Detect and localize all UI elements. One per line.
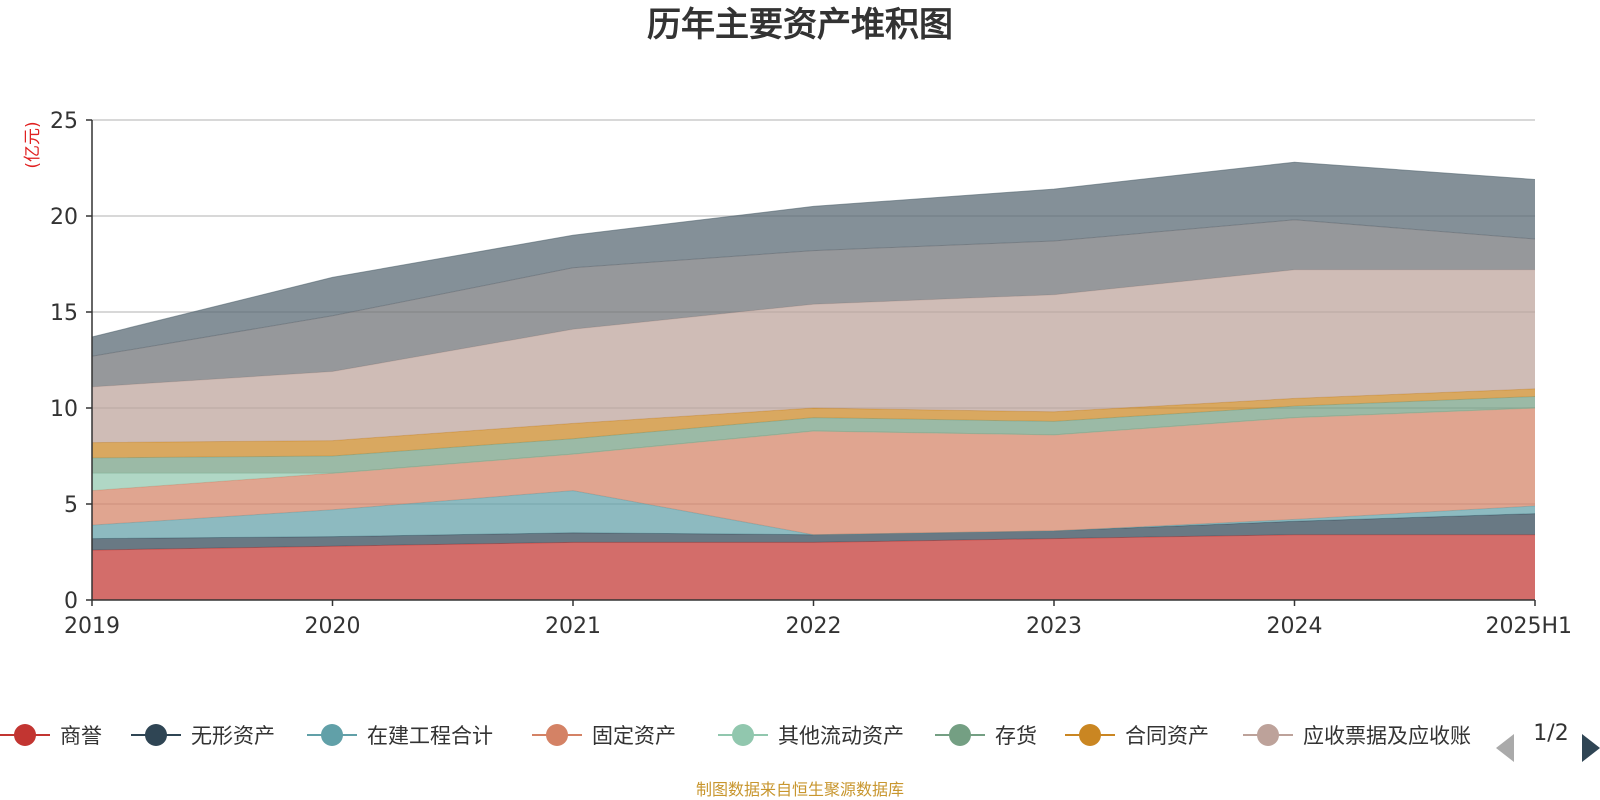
area-series-0	[92, 534, 1535, 600]
x-tick-labels: 2019 2020 2021 2022 2023 2024 2025H1	[64, 614, 1572, 639]
area-series-9	[92, 162, 1535, 357]
data-source-note: 制图数据来自恒生聚源数据库	[696, 780, 904, 799]
area-series-2	[92, 490, 1535, 539]
x-tick-label: 2025H1	[1485, 614, 1572, 639]
legend-label: 应收票据及应收账	[1303, 724, 1471, 748]
legend-label: 固定资产	[592, 724, 676, 748]
area-series-6	[92, 388, 1535, 458]
legend-label: 合同资产	[1125, 724, 1209, 748]
legend-item[interactable]: 商誉	[0, 724, 102, 748]
x-tick-label: 2022	[786, 614, 842, 639]
legend-marker	[321, 724, 343, 746]
legend-label: 在建工程合计	[367, 724, 493, 748]
y-tick-label: 10	[50, 397, 78, 422]
area-series	[91, 161, 1536, 600]
chart-title: 历年主要资产堆积图	[647, 5, 953, 45]
legend-label: 商誉	[60, 724, 102, 748]
legend-item[interactable]: 固定资产	[532, 724, 676, 748]
legend-label: 其他流动资产	[778, 724, 904, 748]
legend-marker	[1257, 724, 1279, 746]
x-tick-label: 2020	[305, 614, 361, 639]
x-tick-label: 2021	[545, 614, 601, 639]
x-tick-label: 2023	[1026, 614, 1082, 639]
legend-prev-icon[interactable]	[1496, 734, 1514, 762]
legend-item[interactable]: 在建工程合计	[307, 724, 493, 748]
legend-item[interactable]: 合同资产	[1065, 724, 1209, 748]
area-series-8	[92, 219, 1535, 387]
area-series-3	[92, 408, 1535, 535]
x-tick-label: 2024	[1267, 614, 1323, 639]
legend-marker	[14, 724, 36, 746]
legend-item[interactable]: 应收票据及应收账	[1243, 724, 1471, 748]
y-axis-unit: (亿元)	[23, 121, 43, 168]
legend-marker	[949, 724, 971, 746]
y-tick-label: 25	[50, 109, 78, 134]
x-tick-label: 2019	[64, 614, 120, 639]
y-tick-label: 20	[50, 205, 78, 230]
y-tick-label: 15	[50, 301, 78, 326]
legend-marker	[1079, 724, 1101, 746]
legend-label: 存货	[995, 724, 1037, 748]
area-series-5	[92, 396, 1535, 474]
legend-item[interactable]: 无形资产	[131, 724, 275, 748]
legend-marker	[732, 724, 754, 746]
legend-item[interactable]: 存货	[935, 724, 1037, 748]
legend-page-indicator: 1/2	[1533, 721, 1568, 746]
y-tick-label: 0	[64, 589, 78, 614]
legend-next-icon[interactable]	[1582, 734, 1600, 762]
y-tick-label: 5	[64, 493, 78, 518]
legend-marker	[145, 724, 167, 746]
area-series-7	[92, 269, 1535, 443]
legend-item[interactable]: 其他流动资产	[718, 724, 904, 748]
legend-label: 无形资产	[191, 724, 275, 748]
area-series-edge-9	[91, 161, 1536, 338]
axes	[91, 120, 1536, 606]
legend-marker	[546, 724, 568, 746]
area-series-1	[92, 513, 1535, 551]
legend[interactable]: 商誉 无形资产 在建工程合计 固定资产 其他流动资产 存货 合同资产 应收票据及应收账	[0, 724, 1471, 748]
y-tick-labels: 0 5 10 15 20 25	[50, 109, 78, 614]
